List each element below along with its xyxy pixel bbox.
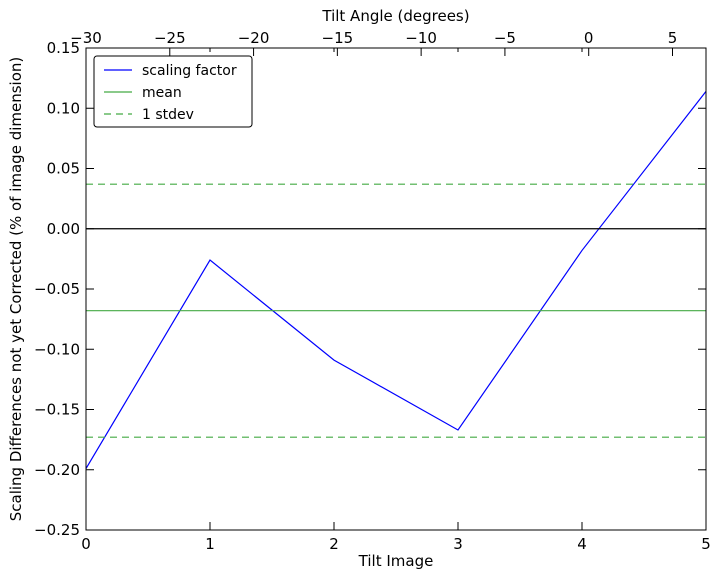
series-line-scaling-factor bbox=[85, 91, 707, 469]
y-tick-label: 0.10 bbox=[47, 99, 80, 117]
y-tick-label: −0.20 bbox=[34, 461, 80, 479]
y-tick-label: −0.25 bbox=[34, 521, 80, 539]
series-layer bbox=[85, 91, 707, 469]
x-axis-label: Tilt Image bbox=[358, 552, 434, 570]
legend: scaling factor mean 1 stdev bbox=[93, 55, 253, 128]
top-tick-label: 5 bbox=[668, 29, 678, 47]
top-tick-label: 0 bbox=[584, 29, 594, 47]
x-tick-label: 5 bbox=[701, 535, 711, 553]
legend-label: scaling factor bbox=[142, 63, 237, 79]
x-tick-label: 0 bbox=[81, 535, 91, 553]
y-axis-label: Scaling Differences not yet Corrected (%… bbox=[7, 57, 25, 522]
legend-label: mean bbox=[142, 85, 182, 101]
x-tick-label: 4 bbox=[577, 535, 587, 553]
y-tick-label: 0.15 bbox=[47, 39, 80, 57]
top-axis-label: Tilt Angle (degrees) bbox=[321, 7, 469, 25]
x-tick-label: 2 bbox=[329, 535, 339, 553]
legend-box bbox=[93, 55, 253, 128]
top-tick-label: −30 bbox=[70, 29, 102, 47]
top-tick-label: −25 bbox=[154, 29, 186, 47]
top-tick-label: −15 bbox=[322, 29, 354, 47]
y-tick-label: 0.05 bbox=[47, 160, 80, 178]
top-tick-label: −5 bbox=[494, 29, 516, 47]
y-tick-label: 0.00 bbox=[47, 220, 80, 238]
y-tick-label: −0.10 bbox=[34, 340, 80, 358]
x-tick-label: 1 bbox=[205, 535, 215, 553]
ticks-layer: 0 1 2 3 4 5 −0.25 −0.20 −0.15 −0.10 −0.05 0.00 0.05 0… bbox=[34, 29, 711, 553]
y-tick-label: −0.15 bbox=[34, 401, 80, 419]
x-tick-label: 3 bbox=[453, 535, 463, 553]
legend-label: 1 stdev bbox=[142, 107, 194, 123]
y-tick-label: −0.05 bbox=[34, 280, 80, 298]
top-tick-label: −20 bbox=[238, 29, 270, 47]
top-tick-label: −10 bbox=[405, 29, 437, 47]
